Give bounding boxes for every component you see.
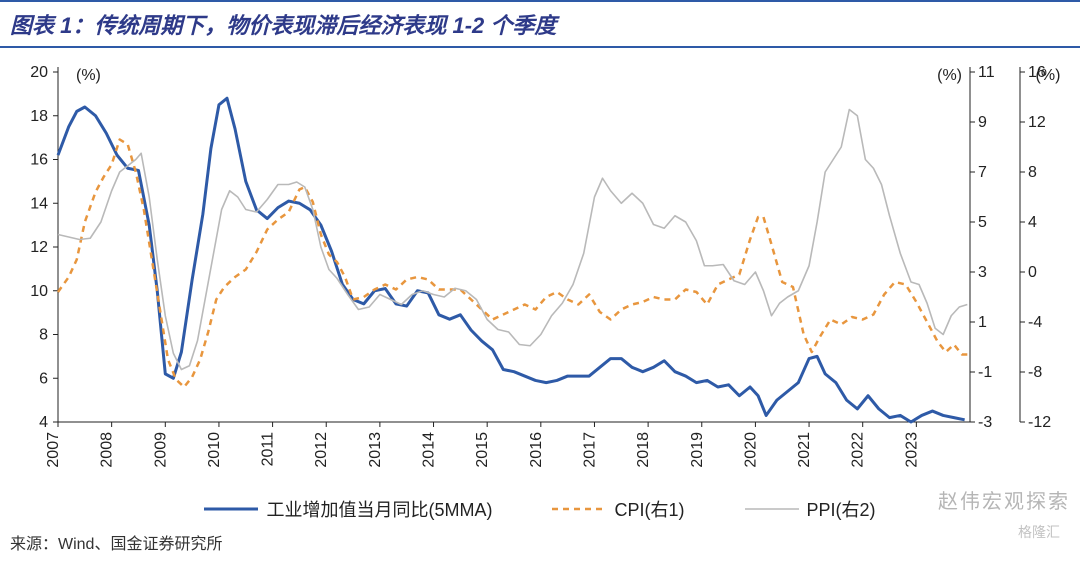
svg-text:2021: 2021 [796, 432, 813, 468]
svg-text:2023: 2023 [903, 432, 920, 468]
svg-text:16: 16 [30, 152, 48, 169]
svg-text:20: 20 [30, 64, 48, 81]
svg-text:6: 6 [39, 370, 48, 387]
svg-text:18: 18 [30, 108, 48, 125]
svg-text:(%): (%) [76, 67, 101, 84]
svg-text:12: 12 [30, 239, 48, 256]
svg-text:0: 0 [1028, 264, 1037, 281]
svg-text:8: 8 [1028, 164, 1037, 181]
svg-text:-4: -4 [1028, 314, 1042, 331]
svg-text:(%): (%) [1036, 67, 1061, 84]
svg-text:11: 11 [978, 64, 995, 81]
svg-text:2012: 2012 [313, 432, 330, 468]
svg-text:14: 14 [30, 195, 48, 212]
svg-text:1: 1 [978, 314, 987, 331]
svg-text:4: 4 [39, 414, 48, 431]
legend-item-cpi: CPI(右1) [552, 496, 684, 522]
chart-title: 图表 1：传统周期下，物价表现滞后经济表现 1-2 个季度 [0, 0, 1080, 48]
legend-item-ppi: PPI(右2) [745, 496, 876, 522]
svg-text:7: 7 [978, 164, 987, 181]
svg-text:8: 8 [39, 327, 48, 344]
source-text: 来源：Wind、国金证券研究所 [0, 522, 1080, 554]
legend-item-industrial: 工业增加值当月同比(5MMA) [204, 496, 492, 522]
svg-text:3: 3 [978, 264, 987, 281]
chart-area: 4 6 8 10 12 14 16 18 20 (%) -3 -1 1 3 5 7 9 11 (%) -12 -8 -4 0… [0, 52, 1080, 522]
svg-text:9: 9 [978, 114, 987, 131]
svg-text:12: 12 [1028, 114, 1046, 131]
line-chart-svg: 4 6 8 10 12 14 16 18 20 (%) -3 -1 1 3 5 7 9 11 (%) -12 -8 -4 0… [0, 52, 1080, 492]
svg-text:2022: 2022 [850, 432, 867, 468]
svg-text:2015: 2015 [474, 432, 491, 468]
legend-label-1: CPI(右1) [614, 496, 684, 522]
svg-text:(%): (%) [937, 67, 962, 84]
svg-text:-3: -3 [978, 414, 992, 431]
svg-text:2017: 2017 [581, 432, 598, 468]
svg-text:2009: 2009 [152, 432, 169, 468]
svg-text:2019: 2019 [689, 432, 706, 468]
legend-label-2: PPI(右2) [807, 496, 876, 522]
svg-text:4: 4 [1028, 214, 1037, 231]
svg-text:2014: 2014 [421, 432, 438, 468]
svg-text:-12: -12 [1028, 414, 1051, 431]
svg-text:2008: 2008 [99, 432, 116, 468]
svg-text:2016: 2016 [528, 432, 545, 468]
legend-label-0: 工业增加值当月同比(5MMA) [266, 496, 492, 522]
svg-text:2011: 2011 [260, 432, 277, 467]
svg-text:2018: 2018 [635, 432, 652, 468]
svg-text:-1: -1 [978, 364, 992, 381]
legend: 工业增加值当月同比(5MMA) CPI(右1) PPI(右2) [0, 496, 1080, 522]
svg-text:2020: 2020 [742, 432, 759, 468]
svg-text:2013: 2013 [367, 432, 384, 468]
svg-text:10: 10 [30, 283, 48, 300]
svg-text:2007: 2007 [45, 432, 62, 468]
svg-text:2010: 2010 [206, 432, 223, 468]
svg-text:5: 5 [978, 214, 987, 231]
svg-text:-8: -8 [1028, 364, 1042, 381]
